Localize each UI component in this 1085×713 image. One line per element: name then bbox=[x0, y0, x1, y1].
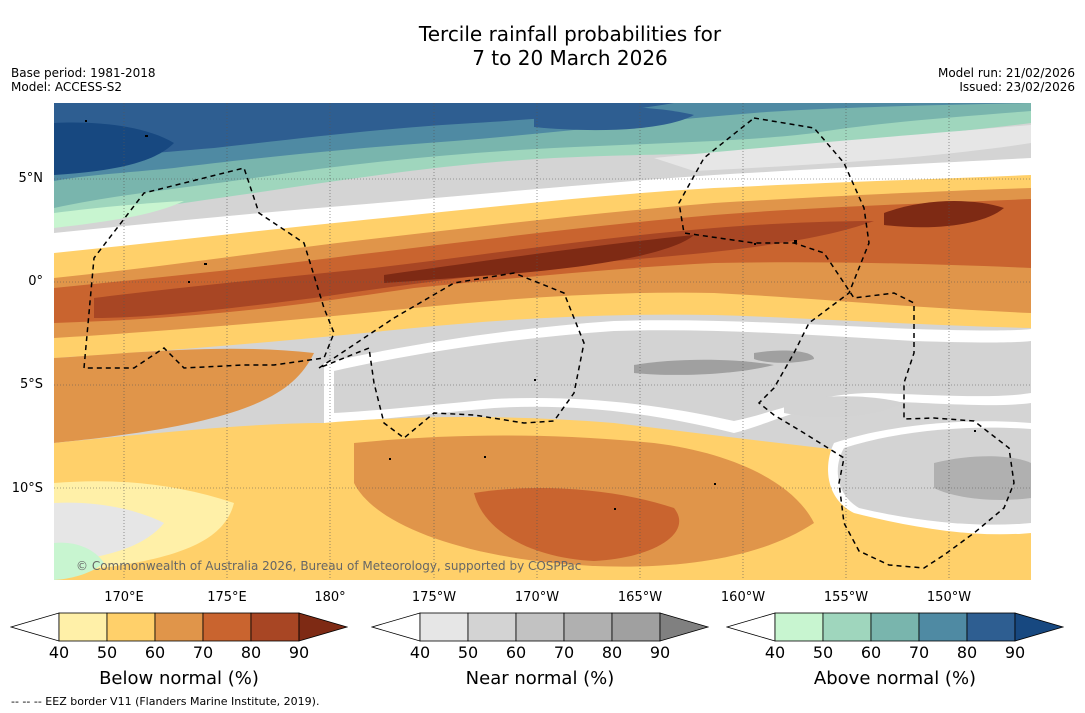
near-swatch-1 bbox=[419, 612, 469, 642]
model-run: Model run: 21/02/2026 bbox=[937, 66, 1075, 80]
lat-label-5n: 5°N bbox=[18, 171, 44, 186]
above-swatch-over bbox=[1014, 612, 1064, 642]
near-swatch-4 bbox=[563, 612, 613, 642]
below-swatch-4 bbox=[202, 612, 252, 642]
near-90-patch bbox=[634, 359, 774, 375]
map-credit: © Commonwealth of Australia 2026, Bureau… bbox=[76, 559, 582, 573]
near-patch-mid bbox=[784, 396, 904, 418]
near-tick: 40 bbox=[409, 643, 431, 662]
near-normal-title: Near normal (%) bbox=[465, 668, 615, 689]
colorbar-below-swatches bbox=[10, 612, 348, 642]
lon-label-170w: 170°W bbox=[514, 590, 560, 605]
colorbar-near bbox=[371, 612, 709, 642]
below-swatch-over bbox=[298, 612, 348, 642]
near-tick: 90 bbox=[649, 643, 671, 662]
near-swatch-under bbox=[371, 612, 421, 642]
below-tick: 40 bbox=[48, 643, 70, 662]
above-tick: 80 bbox=[956, 643, 978, 662]
near-swatch-3 bbox=[515, 612, 565, 642]
lon-label-155w: 155°W bbox=[823, 590, 869, 605]
below-swatch-5 bbox=[250, 612, 300, 642]
below-normal-title: Below normal (%) bbox=[99, 668, 259, 689]
island-markers bbox=[85, 120, 976, 510]
near-tick: 60 bbox=[505, 643, 527, 662]
title-line-2: 7 to 20 March 2026 bbox=[472, 46, 668, 70]
above-swatch-3 bbox=[870, 612, 920, 642]
above-tick: 90 bbox=[1004, 643, 1026, 662]
lon-label-160w: 160°W bbox=[720, 590, 766, 605]
issued-date: Issued: 23/02/2026 bbox=[959, 80, 1075, 94]
eez-borders bbox=[83, 117, 1015, 569]
below-tick: 50 bbox=[96, 643, 118, 662]
above-90-band bbox=[54, 103, 674, 163]
above-swatch-2 bbox=[822, 612, 872, 642]
model-name: Model: ACCESS-S2 bbox=[11, 80, 123, 94]
near-swatch-2 bbox=[467, 612, 517, 642]
probability-map bbox=[54, 103, 1031, 580]
below-tick: 80 bbox=[240, 643, 262, 662]
below-tick: 90 bbox=[288, 643, 310, 662]
above-normal-title: Above normal (%) bbox=[813, 668, 977, 689]
near-swatch-5 bbox=[611, 612, 661, 642]
below-max-east bbox=[884, 201, 1004, 228]
near-swatch-over bbox=[659, 612, 709, 642]
below-70-sw bbox=[54, 348, 314, 443]
map-canvas bbox=[54, 103, 1031, 580]
below-tick: 60 bbox=[144, 643, 166, 662]
near-tick: 70 bbox=[553, 643, 575, 662]
near-50-south bbox=[334, 330, 1031, 421]
below-swatch-under bbox=[10, 612, 60, 642]
near-70-se bbox=[934, 456, 1031, 500]
lon-label-175e: 175°E bbox=[207, 590, 247, 605]
near-90-patch-2 bbox=[754, 350, 814, 363]
colorbar-below bbox=[10, 612, 348, 642]
below-swatch-1 bbox=[58, 612, 108, 642]
meta-right: Model run: 21/02/2026 Issued: 23/02/2026 bbox=[938, 66, 1075, 94]
below-max-core bbox=[384, 235, 694, 283]
lon-label-180: 180° bbox=[314, 590, 346, 605]
colorbar-above-swatches bbox=[726, 612, 1064, 642]
lon-label-150w: 150°W bbox=[926, 590, 972, 605]
above-swatch-under bbox=[726, 612, 776, 642]
above-patch-east bbox=[534, 106, 694, 131]
title-line-1: Tercile rainfall probabilities for bbox=[418, 22, 722, 46]
base-period: Base period: 1981-2018 bbox=[11, 66, 156, 80]
lon-label-165w: 165°W bbox=[617, 590, 663, 605]
near-tick: 80 bbox=[601, 643, 623, 662]
lat-label-5s: 5°S bbox=[19, 377, 43, 392]
lon-label-175w: 175°W bbox=[411, 590, 457, 605]
lon-label-170e: 170°E bbox=[104, 590, 144, 605]
above-tick: 40 bbox=[764, 643, 786, 662]
above-tick: 50 bbox=[812, 643, 834, 662]
chart-title: Tercile rainfall probabilities for 7 to … bbox=[0, 22, 1085, 70]
gridlines bbox=[54, 103, 1031, 580]
above-tick: 70 bbox=[908, 643, 930, 662]
above-swatch-5 bbox=[966, 612, 1016, 642]
near-tick: 50 bbox=[457, 643, 479, 662]
eez-footnote: -- -- -- EEZ border V11 (Flanders Marine… bbox=[11, 695, 320, 708]
below-swatch-3 bbox=[154, 612, 204, 642]
above-50-sliver bbox=[54, 201, 184, 228]
above-50-sw bbox=[54, 542, 104, 580]
above-swatch-1 bbox=[774, 612, 824, 642]
colorbar-above bbox=[726, 612, 1064, 642]
lat-label-10s: 10°S bbox=[11, 481, 43, 496]
meta-left: Base period: 1981-2018 Model: ACCESS-S2 bbox=[11, 66, 156, 94]
above-tick: 60 bbox=[860, 643, 882, 662]
above-max-patch bbox=[54, 122, 174, 175]
below-80-south bbox=[474, 488, 680, 561]
near-40-strip bbox=[654, 125, 1031, 171]
above-swatch-4 bbox=[918, 612, 968, 642]
lat-label-0: 0° bbox=[28, 274, 43, 289]
colorbar-near-swatches bbox=[371, 612, 709, 642]
below-tick: 70 bbox=[192, 643, 214, 662]
below-swatch-2 bbox=[106, 612, 156, 642]
